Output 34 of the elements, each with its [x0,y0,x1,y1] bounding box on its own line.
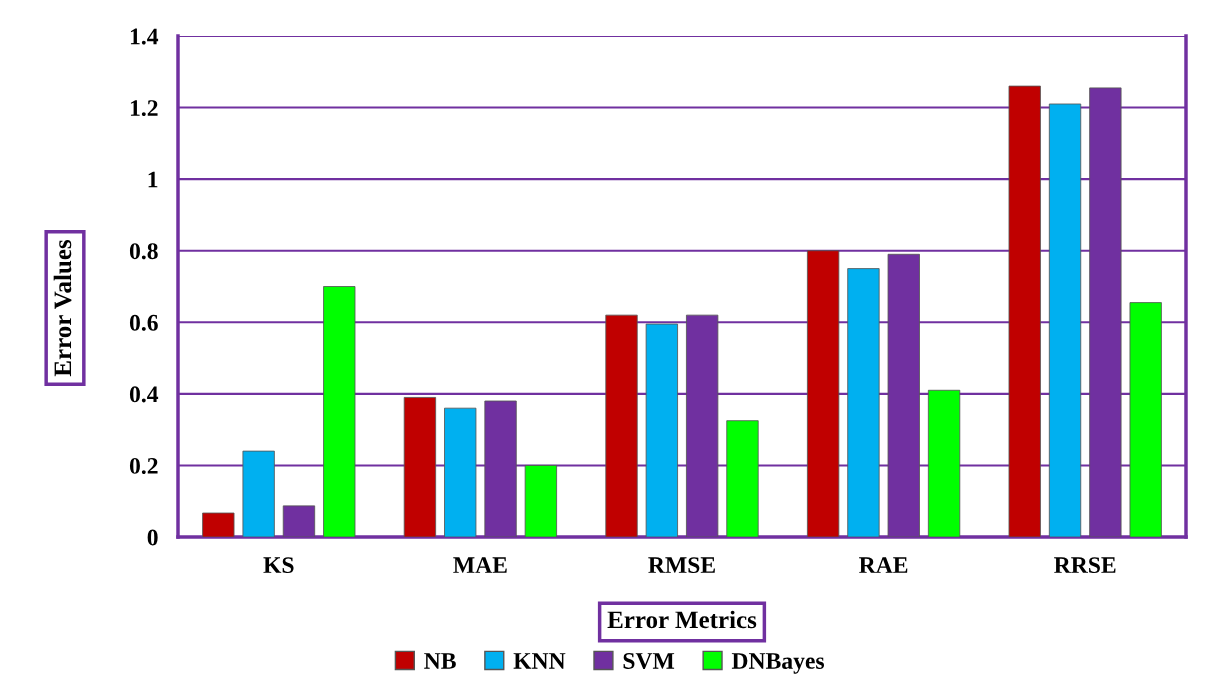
y-axis-title: Error Values [53,239,72,377]
x-axis-title: Error Metrics [607,610,757,629]
bar [605,314,638,537]
y-tick-label: 0.2 [129,457,158,474]
bar [242,450,275,537]
legend-label: SVM [623,653,675,670]
bar [524,465,558,537]
bar [202,512,235,537]
bar [1129,302,1162,537]
bar [847,268,880,537]
x-tick-label: RMSE [648,557,715,574]
legend-label: DNBayes [731,653,825,674]
bar [323,286,356,537]
bar [1008,85,1041,537]
y-tick-label: 0.6 [129,314,158,331]
legend-label: KNN [513,653,566,669]
y-tick-label: 0.8 [129,243,158,260]
bar [444,407,477,537]
y-tick-label: 1 [148,171,158,188]
y-tick-label: 1.4 [130,28,159,45]
x-tick-label: RAE [859,557,908,573]
bar [1048,103,1082,537]
legend-label: NB [424,653,456,669]
bar [806,250,840,537]
bar [927,389,961,537]
bar [726,420,759,537]
x-tick-label: MAE [453,557,507,573]
y-tick-label: 0.4 [129,386,159,403]
y-tick-label: 0 [147,529,158,546]
bar [403,397,437,537]
bar [645,323,678,537]
x-tick-label: KS [263,557,294,574]
y-tick-label: 1.2 [130,100,158,117]
x-tick-label: RRSE [1054,557,1116,574]
